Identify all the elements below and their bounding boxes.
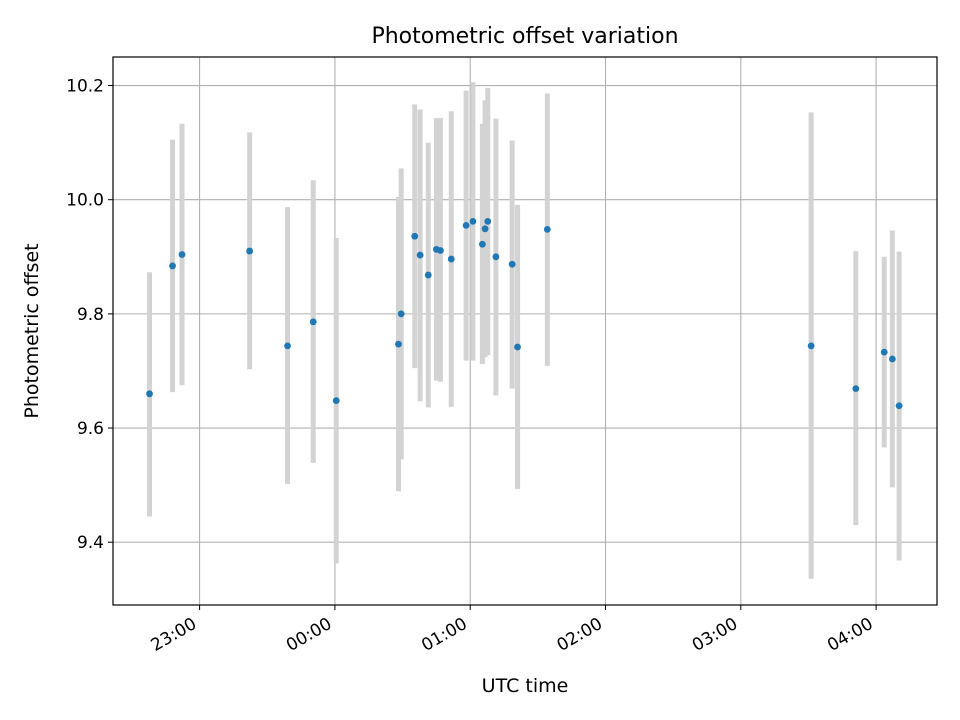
- data-point: [484, 218, 492, 225]
- data-point: [807, 342, 815, 350]
- data-point: [424, 271, 432, 279]
- y-tick-label: 9.4: [77, 533, 104, 553]
- data-point: [309, 318, 317, 326]
- data-point: [437, 247, 444, 254]
- data-point: [146, 390, 153, 398]
- data-point: [852, 385, 860, 393]
- plot-frame: [112, 56, 938, 606]
- data-point: [169, 262, 176, 270]
- data-point: [478, 240, 486, 248]
- data-point: [462, 221, 470, 229]
- data-point: [481, 225, 489, 233]
- data-point: [492, 253, 500, 261]
- y-axis-label: Photometric offset: [21, 243, 43, 418]
- grid: [113, 57, 937, 605]
- y-axis-ticks: 9.4 9.6 9.8 10.0 10.2: [66, 77, 113, 553]
- data-point: [395, 340, 402, 348]
- data-point: [178, 251, 186, 258]
- data-point: [895, 402, 903, 410]
- data-point: [888, 355, 896, 363]
- data-point: [411, 232, 419, 240]
- data-point: [397, 310, 405, 318]
- data-point: [508, 260, 516, 268]
- y-tick-label: 10.0: [66, 191, 104, 211]
- data-point: [469, 218, 477, 225]
- data-point: [514, 343, 521, 351]
- chart-title: Photometric offset variation: [371, 24, 678, 49]
- y-tick-label: 10.2: [66, 77, 104, 97]
- data-points: [146, 218, 903, 410]
- data-point: [543, 225, 551, 233]
- y-tick-label: 9.8: [77, 305, 104, 325]
- data-point: [246, 247, 254, 255]
- y-tick-label: 9.6: [77, 419, 104, 439]
- data-point: [416, 251, 424, 259]
- data-point: [284, 342, 291, 350]
- data-point: [880, 348, 888, 356]
- data-point: [447, 255, 455, 263]
- x-axis-label: UTC time: [482, 675, 569, 697]
- data-point: [332, 397, 340, 405]
